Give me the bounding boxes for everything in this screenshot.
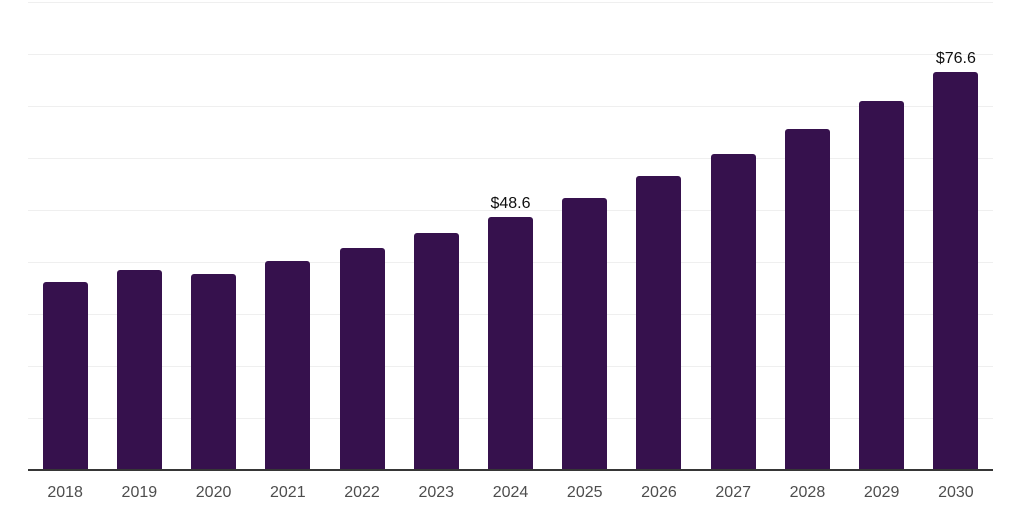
bar-2018	[42, 282, 88, 470]
bar-2029	[859, 101, 905, 470]
bar-2030	[933, 71, 979, 470]
x-tick-2030: 2030	[938, 484, 974, 501]
gridline-50	[28, 210, 993, 211]
x-tick-2020: 2020	[195, 484, 232, 501]
gridline-90	[28, 2, 993, 3]
x-axis-line	[28, 469, 993, 471]
x-tick-2021: 2021	[270, 484, 306, 501]
x-tick-2025: 2025	[566, 484, 603, 501]
bar-2027	[710, 153, 756, 470]
x-tick-2029: 2029	[863, 484, 900, 501]
x-tick-2022: 2022	[344, 484, 380, 501]
gridline-80	[28, 54, 993, 55]
bar-2026	[636, 175, 682, 470]
gridline-60	[28, 158, 993, 159]
x-tick-2028: 2028	[789, 484, 826, 501]
bar-2024	[488, 217, 533, 470]
plot-area: 2018 2019 2020 2021 2022 2023 $48.6 2024 2025 202…	[28, 0, 993, 512]
bar-2028	[784, 129, 830, 470]
bar-2021	[265, 261, 311, 470]
x-tick-2018: 2018	[47, 484, 83, 501]
x-tick-2026: 2026	[641, 484, 677, 501]
x-tick-2019: 2019	[121, 484, 158, 501]
x-tick-2027: 2027	[715, 484, 751, 501]
gridline-70	[28, 106, 993, 107]
value-label-2024: $48.6	[490, 195, 531, 213]
x-tick-2023: 2023	[418, 484, 455, 501]
bar-2022	[339, 248, 385, 470]
bar-2020	[191, 273, 237, 470]
value-label-2030: $76.6	[935, 49, 976, 67]
bar-2025	[562, 197, 608, 470]
bar-2019	[116, 269, 162, 470]
x-tick-2024: 2024	[492, 484, 529, 501]
bar-2023	[413, 232, 459, 470]
